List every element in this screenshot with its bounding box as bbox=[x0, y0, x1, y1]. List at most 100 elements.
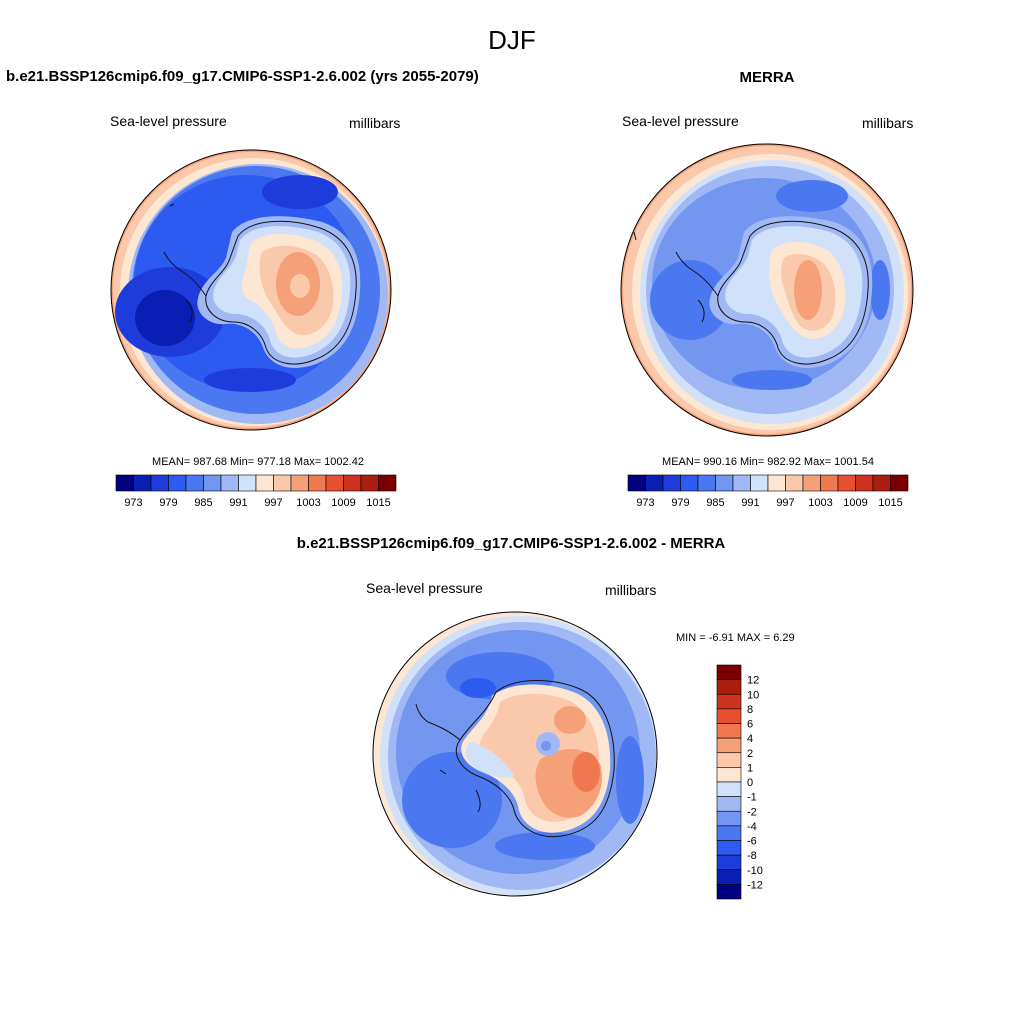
obs-low-pacific bbox=[650, 260, 730, 340]
colorbar-box bbox=[837, 474, 856, 492]
colorbar-tick-label: -8 bbox=[747, 850, 757, 862]
obs-peninsula-coast bbox=[633, 231, 719, 323]
model-map-border bbox=[110, 149, 392, 431]
colorbar-box bbox=[750, 474, 769, 492]
colorbar-tick-label: 10 bbox=[747, 689, 759, 701]
colorbar-box bbox=[716, 679, 742, 695]
colorbar-tick-label: 6 bbox=[747, 719, 753, 731]
colorbar-box bbox=[697, 474, 716, 492]
diff-neg-dome-core bbox=[541, 741, 551, 751]
colorbar-box bbox=[716, 664, 742, 680]
colorbar-tick-label: 985 bbox=[706, 497, 724, 509]
colorbar-tick-label: 1 bbox=[747, 762, 753, 774]
colorbar-box bbox=[168, 474, 187, 492]
diff-units-label: millibars bbox=[605, 582, 656, 598]
colorbar-box bbox=[716, 869, 742, 885]
colorbar-tick-label: -4 bbox=[747, 821, 757, 833]
colorbar-box bbox=[716, 884, 742, 900]
colorbar-box bbox=[662, 474, 681, 492]
colorbar-box bbox=[716, 737, 742, 754]
colorbar-box bbox=[716, 796, 742, 812]
colorbar-box bbox=[785, 474, 804, 492]
colorbar-box bbox=[890, 474, 909, 492]
colorbar-box bbox=[855, 474, 874, 492]
colorbar-box bbox=[627, 474, 646, 492]
colorbar-box bbox=[273, 474, 292, 492]
colorbar-box bbox=[872, 474, 891, 492]
obs-polar-map bbox=[621, 144, 913, 436]
colorbar-tick-label: 979 bbox=[159, 497, 177, 509]
colorbar-box bbox=[820, 474, 839, 492]
colorbar-box bbox=[716, 825, 742, 841]
model-panel-title: b.e21.BSSP126cmip6.f09_g17.CMIP6-SSP1-2.… bbox=[6, 68, 479, 85]
colorbar-box bbox=[133, 474, 152, 492]
colorbar-tick-label: 979 bbox=[671, 497, 689, 509]
colorbar-tick-label: 4 bbox=[747, 733, 753, 745]
colorbar-box bbox=[238, 474, 257, 492]
colorbar-tick-label: 985 bbox=[194, 497, 212, 509]
colorbar-tick-label: 997 bbox=[264, 497, 282, 509]
colorbar-box bbox=[716, 723, 742, 739]
model-peninsula-coast bbox=[163, 203, 207, 323]
model-coastline bbox=[205, 220, 357, 365]
colorbar-box bbox=[360, 474, 379, 492]
colorbar-box bbox=[325, 474, 344, 492]
diff-panel: b.e21.BSSP126cmip6.f09_g17.CMIP6-SSP1-2.… bbox=[297, 535, 795, 900]
colorbar-tick-label: -10 bbox=[747, 865, 763, 877]
colorbar-box bbox=[378, 474, 397, 492]
colorbar-box bbox=[290, 474, 309, 492]
obs-variable-label: Sea-level pressure bbox=[622, 113, 739, 129]
colorbar-tick-label: 12 bbox=[747, 675, 759, 687]
obs-panel: MERRA Sea-level pressure millibars MEAN=… bbox=[620, 69, 914, 509]
model-low-indian bbox=[262, 175, 338, 209]
diff-pos-core bbox=[572, 752, 600, 792]
diff-panel-title: b.e21.BSSP126cmip6.f09_g17.CMIP6-SSP1-2.… bbox=[297, 535, 726, 552]
obs-low-east bbox=[870, 260, 890, 320]
diff-coastline bbox=[455, 680, 615, 838]
colorbar-tick-label: 1015 bbox=[366, 497, 390, 509]
obs-units-label: millibars bbox=[862, 115, 913, 131]
diff-neg-core bbox=[460, 678, 496, 698]
colorbar-box bbox=[732, 474, 751, 492]
colorbar-box bbox=[716, 767, 742, 783]
colorbar-tick-label: 1015 bbox=[878, 497, 902, 509]
colorbar-tick-label: 1009 bbox=[843, 497, 867, 509]
colorbar-tick-label: -6 bbox=[747, 836, 757, 848]
colorbar-box bbox=[255, 474, 274, 492]
colorbar-box bbox=[716, 854, 742, 871]
colorbar-box bbox=[115, 474, 134, 492]
colorbar-tick-label: -1 bbox=[747, 792, 757, 804]
model-stats: MEAN= 987.68 Min= 977.18 Max= 1002.42 bbox=[152, 456, 364, 468]
obs-low-atlantic bbox=[732, 370, 812, 390]
colorbar-box bbox=[716, 693, 742, 710]
colorbar-box bbox=[716, 781, 742, 797]
colorbar-tick-label: 1009 bbox=[331, 497, 355, 509]
colorbar-tick-label: 991 bbox=[741, 497, 759, 509]
colorbar-tick-label: 1003 bbox=[808, 497, 832, 509]
model-polar-map bbox=[111, 150, 391, 430]
diff-pos-north bbox=[554, 706, 586, 734]
colorbar-box bbox=[150, 474, 169, 492]
colorbar-tick-label: -12 bbox=[747, 879, 763, 891]
colorbar-box bbox=[716, 708, 742, 724]
colorbar-box bbox=[185, 474, 204, 492]
page-title: DJF bbox=[488, 25, 536, 55]
diff-peninsula-coast bbox=[415, 703, 481, 813]
obs-panel-title: MERRA bbox=[740, 69, 795, 86]
colorbar-box bbox=[802, 474, 821, 492]
obs-coastline bbox=[717, 220, 869, 365]
colorbar-box bbox=[716, 810, 742, 827]
obs-map-border bbox=[620, 143, 914, 437]
colorbar-tick-label: -2 bbox=[747, 806, 757, 818]
colorbar-tick-label: 991 bbox=[229, 497, 247, 509]
model-low-atlantic bbox=[204, 368, 296, 392]
model-units-label: millibars bbox=[349, 115, 400, 131]
obs-high-core bbox=[794, 260, 822, 320]
model-variable-label: Sea-level pressure bbox=[110, 113, 227, 129]
colorbar-tick-label: 997 bbox=[776, 497, 794, 509]
colorbar-tick-label: 2 bbox=[747, 748, 753, 760]
colorbar-tick-label: 1003 bbox=[296, 497, 320, 509]
colorbar-box bbox=[680, 474, 699, 492]
